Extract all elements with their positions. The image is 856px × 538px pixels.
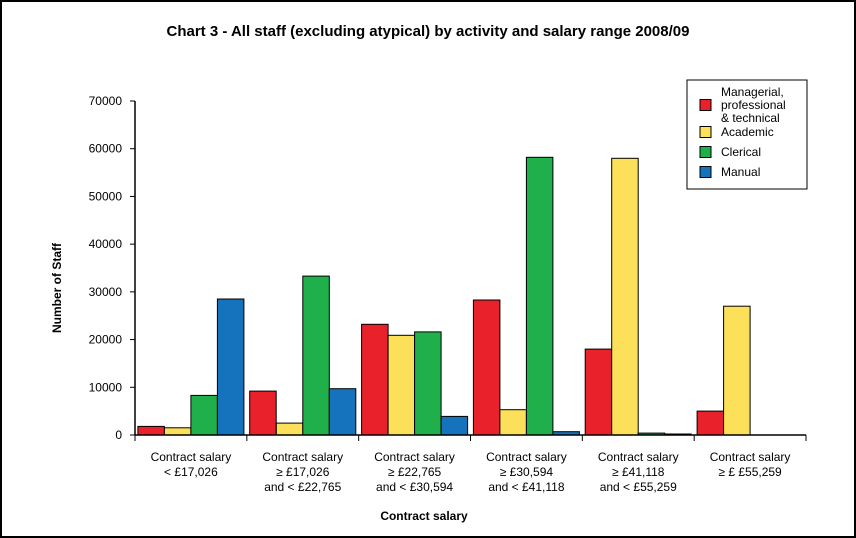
chart-title: Chart 3 - All staff (excluding atypical)…	[167, 23, 690, 40]
legend-swatch-1	[699, 99, 712, 111]
legend-label-3: Clerical	[721, 145, 761, 159]
x-tick-label: Contract salary < £17,026	[151, 450, 232, 479]
bar-1-cat-6	[696, 410, 725, 436]
bar-2-cat-6	[723, 305, 751, 436]
y-tick-label: 50000	[89, 189, 123, 203]
legend-label-2: Academic	[721, 125, 774, 139]
legend-swatch-4	[699, 166, 712, 178]
bar-1-cat-4	[472, 299, 501, 436]
legend-label-1: Managerial, professional & technical	[721, 85, 786, 125]
bar-4-cat-2	[328, 388, 357, 436]
bar-2-cat-2	[275, 422, 304, 436]
bar-2-cat-1	[163, 427, 192, 436]
bar-1-cat-3	[361, 323, 389, 436]
bar-3-cat-2	[302, 275, 330, 436]
y-tick-label: 0	[115, 428, 122, 442]
y-tick-label: 40000	[89, 237, 123, 251]
bar-4-cat-1	[216, 298, 245, 436]
x-tick-label: Contract salary ≥ £41,118 and < £55,259	[598, 450, 679, 494]
x-tick-label: Contract salary ≥ £22,765 and < £30,594	[374, 450, 455, 494]
bar-1-cat-1	[137, 425, 165, 436]
x-tick-label: Contract salary ≥ £ £55,259	[710, 450, 791, 479]
bar-1-cat-5	[584, 348, 613, 436]
bar-3-cat-3	[414, 331, 442, 436]
y-tick-label: 30000	[89, 285, 123, 299]
bar-2-cat-4	[499, 409, 527, 436]
bar-2-cat-3	[387, 334, 416, 436]
legend-swatch-2	[699, 126, 712, 138]
legend-label-4: Manual	[721, 165, 760, 179]
x-tick-label: Contract salary ≥ £17,026 and < £22,765	[262, 450, 343, 494]
y-axis-title: Number of Staff	[50, 242, 64, 333]
plot-area: 0 10000 20000 30000 40000 50000 60000 70000 Cont…	[89, 94, 807, 494]
legend: Managerial, professional & technicalAcadem…	[686, 79, 808, 190]
y-tick-label: 70000	[89, 94, 123, 108]
bar-3-cat-4	[525, 156, 554, 436]
x-axis-title: Contract salary	[380, 509, 468, 523]
bar-4-cat-3	[440, 415, 469, 436]
bar-3-cat-1	[190, 394, 218, 436]
bar-2-cat-5	[611, 157, 639, 436]
bar-1-cat-2	[249, 390, 277, 436]
y-tick-label: 60000	[89, 142, 123, 156]
y-tick-label: 20000	[89, 333, 123, 347]
y-tick-label: 10000	[89, 380, 123, 394]
x-tick-label: Contract salary ≥ £30,594 and < £41,118	[486, 450, 567, 494]
legend-swatch-3	[699, 146, 712, 158]
